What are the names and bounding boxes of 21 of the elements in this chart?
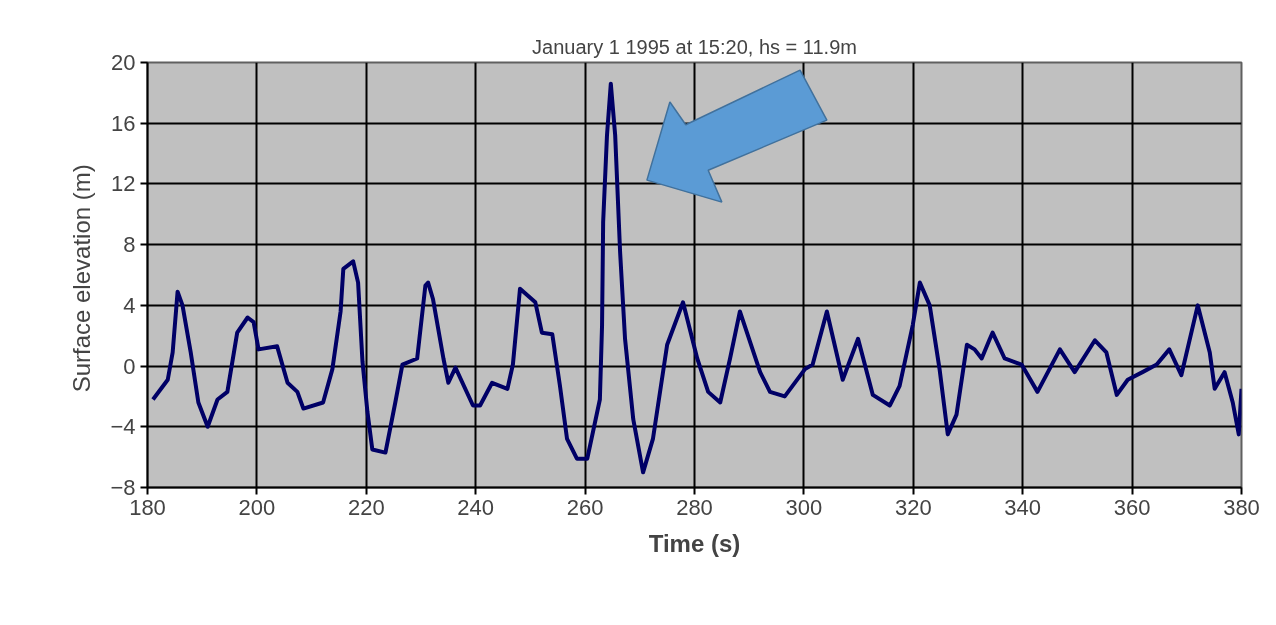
x-tick-label: 280 [676,494,713,520]
chart-title: January 1 1995 at 15:20, hs = 11.9m [532,35,857,58]
x-tick-label: 220 [347,494,385,520]
x-tick-label: 320 [894,494,932,520]
x-tick-label: 260 [566,494,604,520]
y-tick-label: 8 [123,232,136,258]
line-series [150,81,1242,475]
x-tick-label: 300 [785,494,823,520]
y-tick-label: 16 [111,110,136,136]
y-tick-label: 12 [111,171,136,197]
x-axis-title: Time (s) [648,529,741,557]
x-tick-label: 200 [238,494,276,520]
y-tick-label: −4 [110,414,136,440]
y-axis-title: Surface elevation (m) [68,164,96,393]
x-tick-label: 380 [1223,494,1260,520]
x-tick-label: 340 [1004,494,1042,520]
y-tick-label: 4 [123,292,136,318]
x-tick-label: 240 [457,494,495,520]
x-tick-label: 360 [1113,494,1151,520]
y-tick-label: 0 [123,353,136,379]
y-tick-label: 20 [111,50,136,75]
